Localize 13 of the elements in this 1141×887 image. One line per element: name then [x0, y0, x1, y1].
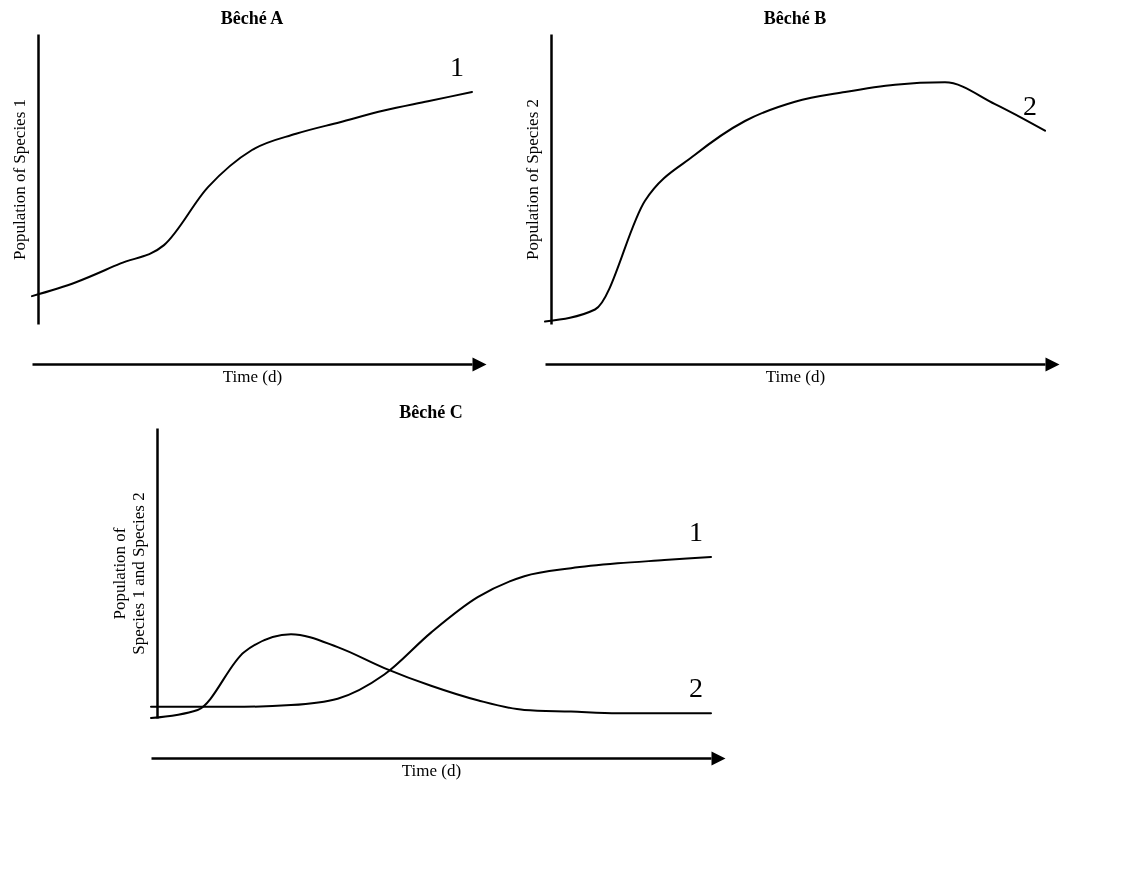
- y-axis-title: Population of Species 1 and Species 2: [109, 492, 148, 655]
- x-axis-title: Time (d): [401, 760, 462, 780]
- series-label: 2: [1023, 89, 1037, 121]
- series-label: 1: [689, 515, 703, 547]
- chart-title: Bêché C: [399, 402, 463, 422]
- series-label: 1: [450, 51, 464, 82]
- y-axis-title: Population of Species 2: [522, 98, 542, 261]
- y-axis-title: Population of Species 1: [9, 98, 29, 261]
- x-axis-title: Time (d): [765, 366, 826, 386]
- chart-title: Bêché B: [763, 8, 827, 28]
- series-label: 2: [689, 672, 703, 704]
- x-axis-title: Time (d): [222, 366, 283, 386]
- chart-title: Bêché A: [220, 8, 284, 28]
